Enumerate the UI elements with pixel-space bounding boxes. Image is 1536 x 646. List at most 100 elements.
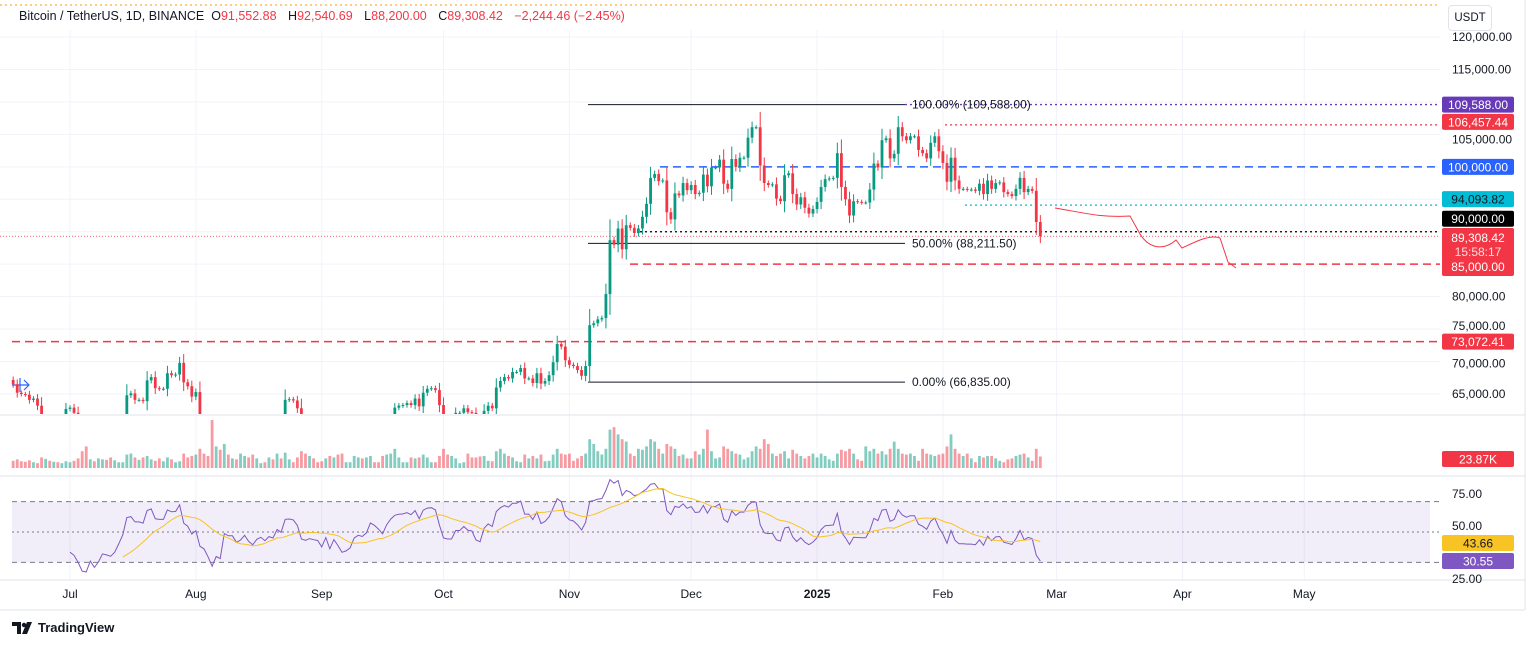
level-tag: 106,457.44 bbox=[1448, 115, 1508, 129]
candle-body bbox=[848, 199, 851, 216]
tradingview-logo[interactable]: TradingView bbox=[12, 620, 114, 635]
volume-bar bbox=[701, 448, 705, 468]
candle-body bbox=[19, 392, 23, 395]
candle-body bbox=[72, 407, 76, 413]
candle-body bbox=[539, 373, 543, 384]
candle-body bbox=[909, 136, 912, 141]
volume-bar bbox=[649, 439, 652, 468]
last-price-tag-bg bbox=[1442, 228, 1514, 276]
volume-bar bbox=[202, 453, 206, 468]
tradingview-logo-icon bbox=[12, 621, 32, 634]
volume-bar bbox=[458, 463, 462, 468]
volume-bar bbox=[503, 453, 506, 468]
volume-bar bbox=[295, 457, 299, 468]
volume-bar bbox=[494, 451, 498, 468]
candle-body bbox=[580, 369, 583, 376]
candle-body bbox=[417, 398, 421, 407]
candle-body bbox=[856, 201, 860, 203]
volume-bar bbox=[852, 453, 855, 468]
rsi-tick-label: 25.00 bbox=[1452, 572, 1482, 586]
volume-bar bbox=[823, 456, 827, 468]
volume-bar bbox=[88, 459, 92, 468]
volume-bar bbox=[775, 456, 778, 468]
candle-body bbox=[697, 192, 701, 195]
volume-bar bbox=[933, 456, 937, 468]
candle-body bbox=[791, 173, 795, 195]
candle-body bbox=[531, 378, 535, 383]
volume-bar bbox=[287, 459, 291, 468]
candle-body bbox=[15, 384, 19, 393]
candle-body bbox=[596, 319, 600, 324]
volume-bar bbox=[218, 449, 222, 468]
candle-body bbox=[685, 183, 689, 191]
candle-body bbox=[166, 373, 169, 389]
volume-bar bbox=[166, 457, 169, 468]
volume-bar bbox=[417, 457, 421, 468]
volume-bar bbox=[531, 456, 535, 468]
candle-body bbox=[567, 360, 571, 365]
open-label: O bbox=[211, 9, 221, 23]
volume-bar bbox=[214, 446, 218, 468]
candle-body bbox=[186, 382, 190, 387]
volume-bar bbox=[807, 456, 811, 468]
candle-body bbox=[937, 136, 941, 152]
volume-bar bbox=[56, 462, 60, 468]
candle-body bbox=[137, 399, 141, 401]
candle-body bbox=[701, 174, 705, 193]
candle-body bbox=[941, 151, 945, 163]
candle-body bbox=[535, 373, 539, 383]
volume-bar bbox=[697, 454, 701, 468]
candle-body bbox=[559, 344, 563, 347]
volume-bar bbox=[685, 458, 689, 468]
volume-bar bbox=[478, 456, 482, 468]
volume-bar bbox=[762, 439, 766, 468]
volume-bar bbox=[600, 454, 604, 468]
time-tick-label: Mar bbox=[1046, 587, 1067, 601]
volume-bar bbox=[511, 457, 514, 468]
volume-bar bbox=[121, 462, 125, 468]
volume-bar bbox=[60, 463, 64, 468]
rsi-tag: 30.55 bbox=[1463, 555, 1493, 569]
candle-body bbox=[620, 228, 624, 250]
candle-body bbox=[145, 380, 149, 402]
candle-body bbox=[714, 167, 717, 169]
rsi-ma-line bbox=[122, 487, 1041, 558]
volume-bar bbox=[693, 451, 697, 468]
volume-bar bbox=[900, 453, 904, 468]
price-tick-label: 75,000.00 bbox=[1452, 319, 1506, 333]
volume-bar bbox=[409, 457, 413, 468]
currency-button[interactable]: USDT bbox=[1448, 5, 1492, 31]
candle-body bbox=[425, 388, 429, 393]
level-tag-bg bbox=[1442, 191, 1514, 208]
volume-bar bbox=[714, 458, 717, 468]
candle-body bbox=[40, 405, 43, 414]
volume-bar bbox=[336, 454, 340, 468]
volume-bar bbox=[405, 462, 409, 468]
volume-bar bbox=[706, 429, 709, 468]
volume-bar bbox=[283, 452, 287, 468]
level-tag-bg bbox=[1442, 96, 1514, 113]
candle-body bbox=[831, 177, 835, 179]
candle-body bbox=[393, 407, 397, 414]
candle-body bbox=[799, 197, 803, 205]
volume-bar bbox=[783, 451, 786, 468]
volume-bar bbox=[369, 456, 372, 468]
volume-bar bbox=[344, 462, 348, 468]
volume-bar bbox=[876, 453, 880, 468]
volume-bar bbox=[340, 453, 344, 468]
volume-bar bbox=[787, 458, 791, 468]
candle-body bbox=[738, 157, 742, 167]
candle-body bbox=[438, 390, 441, 406]
candle-body bbox=[965, 188, 969, 190]
volume-bar bbox=[592, 444, 596, 468]
candle-body bbox=[819, 186, 823, 202]
candle-body bbox=[486, 405, 490, 411]
volume-bar bbox=[998, 460, 1002, 468]
level-tag: 90,000.00 bbox=[1451, 212, 1505, 226]
candle-body bbox=[527, 378, 531, 380]
volume-bar bbox=[840, 449, 843, 468]
time-tick-label: Nov bbox=[559, 587, 580, 601]
candle-body bbox=[710, 167, 713, 187]
candle-body bbox=[11, 379, 15, 385]
